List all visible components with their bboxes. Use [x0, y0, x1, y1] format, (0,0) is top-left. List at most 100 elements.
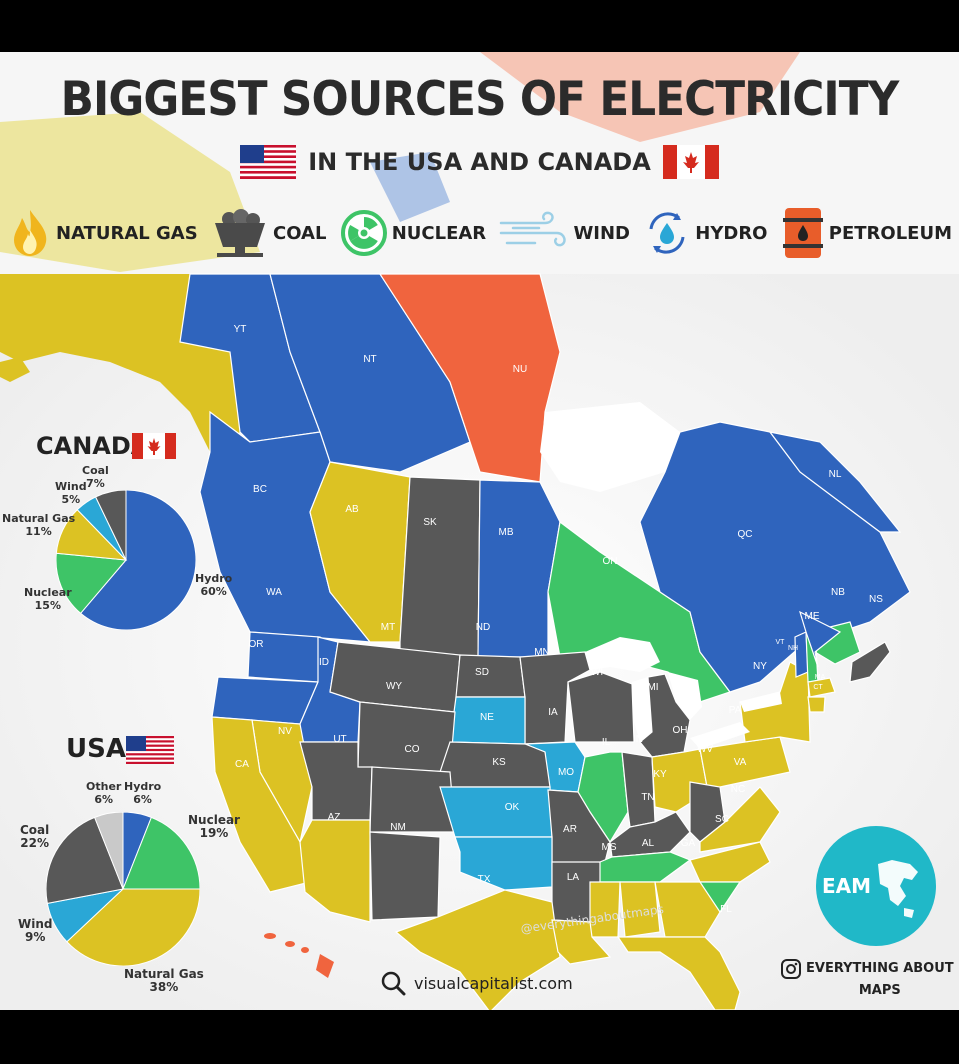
label-value: 7% [86, 477, 105, 490]
region-az [299, 819, 371, 923]
legend-item-wind: WIND [499, 211, 630, 255]
region-wy [357, 701, 456, 773]
region-label-me: ME [805, 611, 820, 622]
background-map-hint [0, 52, 800, 272]
legend-label: NUCLEAR [391, 222, 487, 244]
label-value: 11% [25, 525, 52, 538]
region-al [619, 881, 661, 938]
legend-item-nuclear: NUCLEAR [340, 209, 486, 257]
region-label-nb: NB [831, 587, 845, 598]
label-name: Wind [55, 480, 87, 493]
label-name: Nuclear [24, 586, 72, 599]
region-label-co: CO [405, 744, 420, 755]
usa-chart-title: USA [66, 734, 126, 764]
region-label-ns: NS [869, 594, 883, 605]
region-label-sc: SC [715, 814, 729, 825]
label-value: 60% [200, 585, 227, 598]
label-value: 6% [133, 793, 152, 806]
region-ga [654, 881, 721, 938]
water-drop-icon [649, 212, 685, 254]
region-nm [369, 831, 441, 921]
subtitle: IN THE USA AND CANADA [308, 148, 651, 176]
region-label-il: IL [602, 737, 611, 748]
region-label-qc: QC [738, 529, 753, 540]
infographic-poster: BIGGEST SOURCES OF ELECTRICITY IN THE US… [0, 52, 959, 1010]
great-lake-ontario [740, 692, 782, 712]
region-label-ma: MA [815, 674, 826, 681]
canada-label-natural-gas: Natural Gas 11% [2, 512, 75, 538]
label-name: Coal [82, 464, 109, 477]
region-ct [807, 696, 826, 713]
region-label-or: OR [249, 639, 264, 650]
pie-slice-natural-gas [66, 888, 200, 966]
region-label-nd: ND [476, 622, 490, 633]
region-label-mn: MN [534, 647, 550, 658]
canada-flag-small-icon [132, 433, 176, 459]
legend-item-hydro: HYDRO [643, 209, 767, 257]
region-co [369, 766, 456, 833]
region-label-la: LA [567, 872, 580, 883]
region-sk [399, 476, 481, 658]
region-label-ny: NY [753, 661, 767, 672]
pie-slice-nuclear [122, 816, 200, 890]
region-label-fl: FL [720, 904, 732, 915]
label-name: Hydro [124, 780, 162, 793]
region-label-sk: SK [423, 517, 437, 528]
pie-slice-nuclear [56, 552, 128, 615]
region-va [699, 786, 781, 853]
region-mb [477, 479, 561, 658]
region-label-ga: GA [681, 838, 696, 849]
region-label-mo: MO [558, 767, 574, 778]
region-label-tx: TX [478, 874, 491, 885]
pie-slice-coal [94, 490, 127, 561]
region-label-oh: OH [673, 725, 688, 736]
region-label-mb: MB [499, 527, 514, 538]
region-label-ar: AR [563, 824, 577, 835]
label-name: Wind [18, 917, 53, 931]
legend-label: HYDRO [695, 222, 768, 244]
region-label-ks: KS [492, 757, 506, 768]
instagram-icon [781, 959, 801, 979]
flame-icon [14, 210, 47, 256]
region-nc [689, 841, 771, 883]
legend-item-coal: COAL [211, 207, 326, 259]
region-nd [455, 654, 526, 698]
great-lake-erie [690, 722, 750, 749]
pie-slice-coal [46, 816, 124, 905]
region-label-wi: WI [591, 667, 603, 678]
us-flag-small-icon [126, 736, 174, 764]
legend-item-petroleum: PETROLEUM [781, 206, 952, 260]
region-nl [768, 431, 902, 533]
region-label-ky: KY [653, 769, 667, 780]
legend-label: PETROLEUM [828, 222, 952, 244]
region-label-wy: WY [386, 681, 402, 692]
label-name: Hydro [195, 572, 233, 585]
legend: NATURAL GAS COAL [8, 200, 952, 266]
region-label-nv: NV [278, 726, 292, 737]
label-name: Coal [20, 823, 50, 837]
canada-label-wind: Wind 5% [55, 480, 87, 506]
credit-row: EVERYTHING ABOUT MAPS [780, 958, 954, 1002]
usa-label-other: Other 6% [86, 780, 121, 806]
region-label-al: AL [642, 838, 655, 849]
region-alaska-islands [0, 357, 30, 382]
usa-label-natural-gas: Natural Gas 38% [124, 968, 204, 994]
legend-label: WIND [573, 222, 630, 244]
us-flag-icon [240, 145, 297, 179]
region-la [551, 919, 612, 965]
great-lake-michigan [632, 677, 652, 742]
canada-flag-icon [662, 145, 719, 179]
canada-label-nuclear: Nuclear 15% [24, 586, 72, 612]
region-label-ia: IA [548, 707, 558, 718]
usa-label-nuclear: Nuclear 19% [188, 814, 240, 840]
region-alaska [0, 274, 240, 452]
region-label-ab: AB [345, 504, 359, 515]
region-label-on: ON [603, 556, 618, 567]
eam-logo-text: EAM [822, 874, 872, 898]
usa-label-wind: Wind 9% [18, 918, 52, 944]
pie-slice-hydro [79, 490, 196, 630]
eam-logo [816, 826, 936, 946]
region-label-sd: SD [475, 667, 489, 678]
canada-label-hydro: Hydro 60% [195, 572, 232, 598]
